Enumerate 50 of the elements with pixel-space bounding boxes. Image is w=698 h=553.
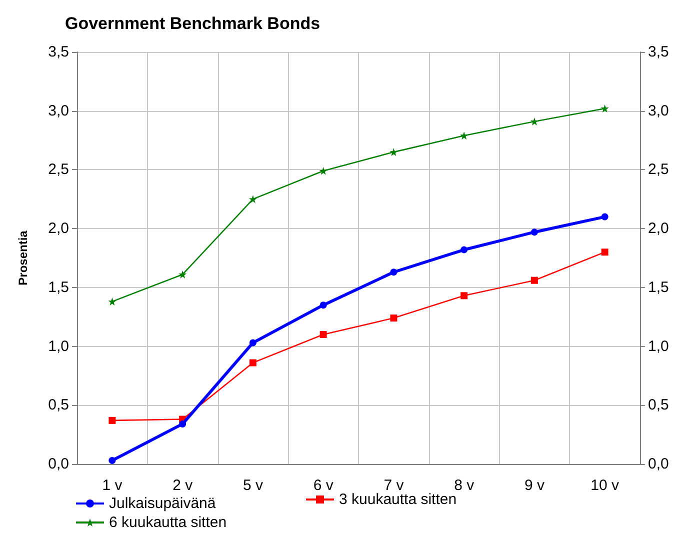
x-tick-label: 2 v — [172, 477, 194, 494]
y2-tick-label: 0,5 — [648, 396, 669, 414]
point — [390, 268, 398, 276]
point — [179, 420, 186, 428]
y-tick-label: 0,0 — [48, 456, 69, 472]
y-tick-label: 3,0 — [48, 102, 69, 120]
chart-title: Government Benchmark Bonds — [65, 14, 320, 33]
point — [248, 195, 257, 204]
legend-label: Julkaisupäivänä — [109, 495, 216, 512]
point — [460, 292, 468, 300]
y-tick-label: 3,5 — [48, 44, 69, 60]
y2-tick-label: 0,0 — [648, 456, 669, 472]
y2-tick-label: 3,0 — [648, 102, 669, 120]
y-tick-label: 2,0 — [48, 220, 69, 238]
point — [530, 276, 538, 284]
x-tick-label: 5 v — [242, 477, 264, 494]
y2-tick-label: 3,5 — [648, 44, 669, 60]
point — [601, 248, 608, 256]
x-tick-label: 9 v — [524, 477, 545, 494]
point — [319, 166, 328, 175]
point — [460, 246, 468, 254]
y2-tick-label: 1,5 — [648, 278, 669, 296]
point — [108, 416, 116, 424]
y2-tick-label: 1,0 — [648, 338, 669, 355]
y2-tick-label: 2,5 — [648, 161, 669, 178]
x-tick-label: 8 v — [454, 477, 475, 494]
point — [249, 359, 256, 366]
point — [178, 270, 187, 278]
point — [530, 228, 538, 236]
y-tick-label: 2,5 — [48, 161, 69, 178]
y-axis-title: Prosentia — [16, 230, 30, 286]
point — [601, 213, 608, 220]
y-tick-label: 1,0 — [48, 338, 69, 355]
x-tick-label: 6 v — [313, 477, 334, 494]
point — [530, 117, 538, 126]
y2-tick-label: 2,0 — [648, 220, 669, 238]
y-tick-label: 0,5 — [48, 396, 69, 414]
point — [320, 302, 327, 309]
x-tick-label: 10 v — [590, 477, 620, 494]
x-tick-label: 7 v — [384, 477, 404, 494]
x-tick-label: 1 v — [102, 477, 123, 494]
point — [249, 339, 256, 346]
y-tick-label: 1,5 — [48, 278, 69, 296]
point — [600, 104, 609, 113]
legend-label: 3 kuukautta sitten — [339, 491, 457, 508]
point — [320, 331, 327, 338]
point — [108, 456, 116, 464]
legend-label: 6 kuukautta sitten — [109, 514, 227, 531]
point — [390, 314, 398, 322]
point — [108, 298, 116, 306]
